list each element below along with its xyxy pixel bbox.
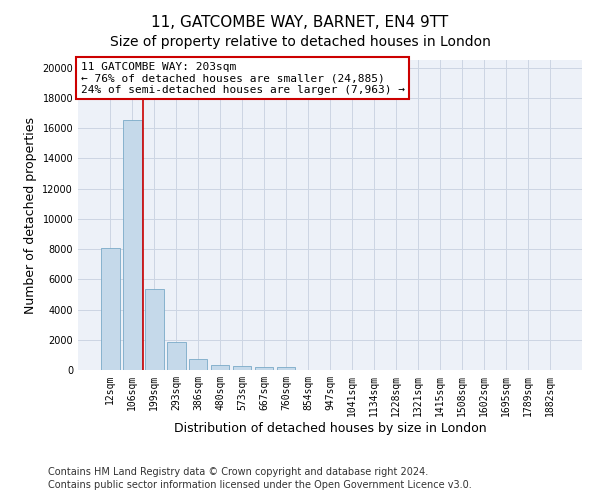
Bar bbox=[189, 358, 208, 370]
Bar bbox=[255, 367, 274, 370]
X-axis label: Distribution of detached houses by size in London: Distribution of detached houses by size … bbox=[173, 422, 487, 434]
Bar bbox=[233, 366, 251, 370]
Text: Contains HM Land Registry data © Crown copyright and database right 2024.
Contai: Contains HM Land Registry data © Crown c… bbox=[48, 467, 472, 490]
Bar bbox=[277, 367, 295, 370]
Text: 11, GATCOMBE WAY, BARNET, EN4 9TT: 11, GATCOMBE WAY, BARNET, EN4 9TT bbox=[151, 15, 449, 30]
Bar bbox=[167, 342, 185, 370]
Bar bbox=[101, 248, 119, 370]
Bar bbox=[123, 120, 142, 370]
Y-axis label: Number of detached properties: Number of detached properties bbox=[24, 116, 37, 314]
Text: 11 GATCOMBE WAY: 203sqm
← 76% of detached houses are smaller (24,885)
24% of sem: 11 GATCOMBE WAY: 203sqm ← 76% of detache… bbox=[80, 62, 404, 95]
Bar bbox=[211, 365, 229, 370]
Text: Size of property relative to detached houses in London: Size of property relative to detached ho… bbox=[110, 35, 490, 49]
Bar bbox=[145, 289, 164, 370]
